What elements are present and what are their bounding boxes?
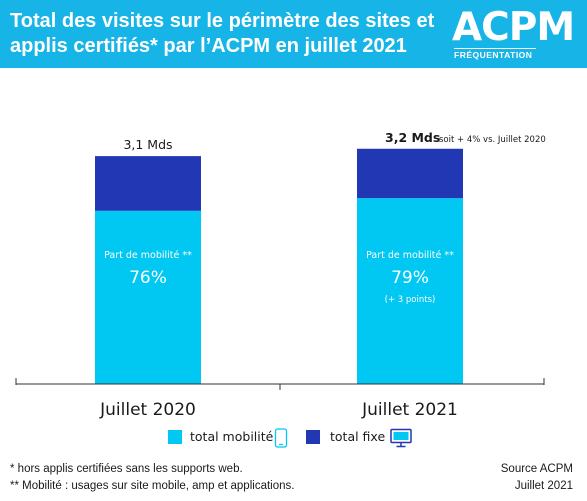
legend-label-fixe: total fixe (330, 429, 386, 444)
category-label-1: Juillet 2020 (99, 400, 196, 420)
logo-wordmark: ACPM (452, 5, 575, 50)
mobility-share-label-2: Part de mobilité ** (366, 250, 454, 261)
footnote-2: ** Mobilité : usages sur site mobile, am… (10, 480, 295, 492)
mobility-share-label-1: Part de mobilité ** (104, 250, 192, 261)
smartphone-icon (274, 428, 288, 448)
legend-swatch-mobile (168, 430, 182, 444)
total-label-1: 3,1 Mds (123, 137, 172, 152)
bar-mobilite-2 (357, 198, 463, 384)
header-banner: Total des visites sur le périmètre des s… (0, 0, 587, 68)
logo-divider (454, 48, 536, 49)
acpm-logo: ACPM FRÉQUENTATION (452, 6, 582, 62)
source-line-1: Source ACPM (500, 463, 573, 475)
legend-swatch-fixe (306, 430, 320, 444)
bar-mobilite-1 (95, 210, 201, 384)
category-label-2: Juillet 2021 (361, 400, 458, 420)
mobility-share-note-2: (+ 3 points) (385, 295, 436, 305)
stacked-bar-chart: 3,1 Mds Part de mobilité ** 76% Juillet 202… (15, 130, 546, 420)
mobility-share-value-1: 76% (129, 268, 167, 288)
total-annotation-2: soit + 4% vs. Juillet 2020 (439, 135, 546, 145)
title-line-2: applis certifiés* par l’ACPM en juillet … (10, 35, 407, 57)
bar-fixe-2 (357, 148, 463, 199)
desktop-monitor-icon (390, 428, 412, 448)
logo-subtext: FRÉQUENTATION (454, 50, 533, 60)
footnote-1: * hors applis certifiées sans les suppor… (10, 463, 243, 475)
chart-title: Total des visites sur le périmètre des s… (10, 9, 440, 59)
total-label-2: 3,2 Mds (385, 130, 440, 145)
title-line-1: Total des visites sur le périmètre des s… (10, 10, 435, 32)
bar-fixe-1 (95, 156, 201, 211)
legend-label-mobile: total mobilité (190, 429, 274, 444)
mobility-share-value-2: 79% (391, 268, 429, 288)
source-line-2: Juillet 2021 (514, 480, 573, 492)
